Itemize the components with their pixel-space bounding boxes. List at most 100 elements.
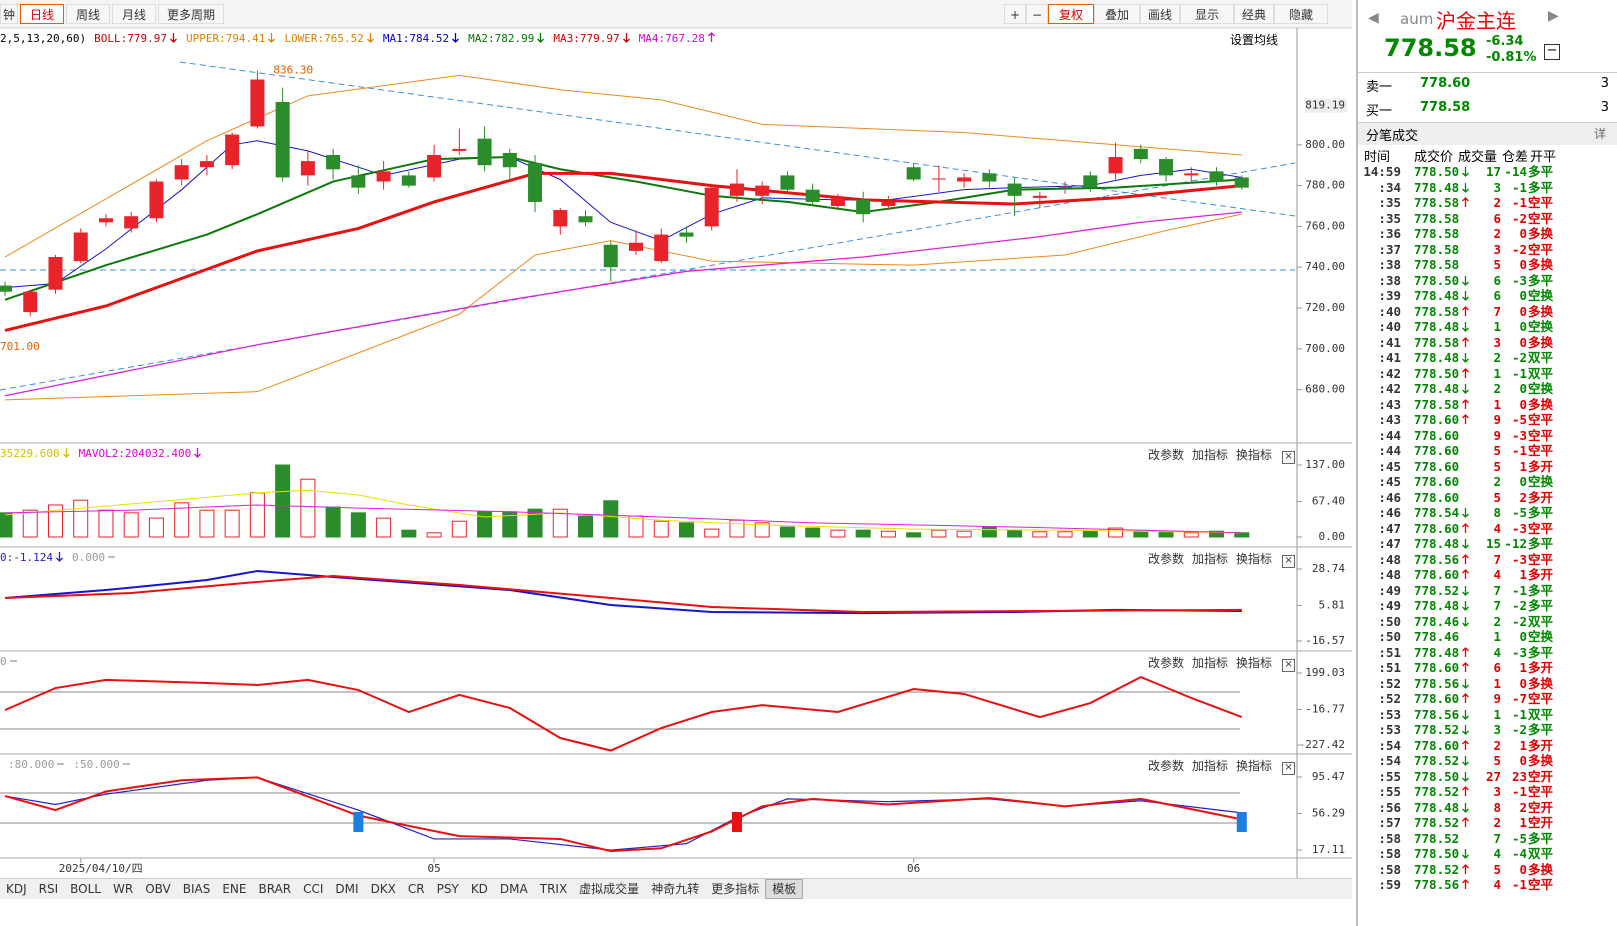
- indicator-tab[interactable]: 神奇九转: [651, 882, 700, 896]
- pane-button[interactable]: 改参数: [1148, 656, 1185, 670]
- pane-button[interactable]: 改参数: [1148, 552, 1185, 566]
- zoom-in[interactable]: +: [1004, 4, 1026, 24]
- pane-button[interactable]: 改参数: [1148, 759, 1185, 773]
- trade-price: 778.52: [1414, 753, 1470, 769]
- period-tab[interactable]: 日线: [20, 4, 64, 24]
- tool-button[interactable]: 隐藏: [1274, 4, 1328, 24]
- indicator-tab[interactable]: WR: [113, 882, 134, 896]
- indicator-tab[interactable]: 模板: [765, 879, 804, 899]
- trade-type: 多换: [1528, 257, 1554, 272]
- y-tick-label: -16.57: [1305, 634, 1345, 647]
- trade-volume: 1: [1493, 675, 1501, 691]
- ma-setting[interactable]: 设置均线: [1230, 33, 1279, 47]
- legend: 35229.600 MAVOL2:204032.400: [0, 447, 210, 460]
- indicator-tab[interactable]: DKX: [370, 882, 396, 896]
- indicator-line: [4, 575, 1242, 613]
- pane-button[interactable]: 换指标: [1236, 656, 1273, 670]
- prev-arrow[interactable]: ◀: [1368, 10, 1379, 26]
- trade-time: :50: [1378, 613, 1401, 629]
- detail[interactable]: 详: [1594, 127, 1607, 141]
- pane-close[interactable]: ×: [1282, 762, 1296, 775]
- period-tab[interactable]: 周线: [66, 4, 110, 24]
- arrow: [1462, 539, 1470, 549]
- axis-marker: 819.19: [1305, 99, 1345, 112]
- collapse[interactable]: −: [1544, 44, 1560, 60]
- volume-bar: [123, 512, 139, 538]
- indicator-tab[interactable]: PSY: [436, 882, 459, 896]
- indicator-tab[interactable]: KDJ: [6, 882, 27, 896]
- indicator-tab[interactable]: TRIX: [539, 882, 568, 896]
- trade-volume: 3: [1493, 784, 1501, 799]
- volume-bar: [552, 508, 568, 538]
- indicator-tab[interactable]: CCI: [303, 882, 324, 896]
- trade-time: :48: [1378, 567, 1401, 582]
- trade-type: 多平: [1528, 505, 1554, 520]
- indicator-tab[interactable]: 虚拟成交量: [579, 882, 640, 896]
- trade-diff: -1: [1511, 877, 1527, 892]
- trade-diff: -1: [1511, 784, 1527, 799]
- indicator-tab[interactable]: RSI: [38, 882, 59, 896]
- indicator-tab[interactable]: BIAS: [182, 882, 211, 896]
- trade-diff: -3: [1511, 520, 1527, 536]
- trade-time: :40: [1378, 319, 1401, 334]
- indicator-tab[interactable]: OBV: [145, 882, 171, 896]
- arrow: [366, 33, 374, 43]
- tool-button[interactable]: 经典: [1234, 4, 1274, 24]
- trade-price: 778.52: [1414, 815, 1470, 831]
- tool-button[interactable]: 复权: [1048, 4, 1094, 24]
- pane-button[interactable]: 换指标: [1236, 448, 1273, 462]
- indicator-tab[interactable]: 更多指标: [711, 882, 760, 896]
- trade-row: :45 778.60 5 1 多开: [1358, 459, 1617, 475]
- pane-button[interactable]: 改参数: [1148, 448, 1185, 462]
- period-tab[interactable]: 钟: [0, 4, 18, 24]
- pane-close[interactable]: ×: [1282, 451, 1296, 464]
- trade-time: :58: [1378, 861, 1401, 877]
- indicator-line: [4, 569, 1242, 615]
- trade-diff: 1: [1519, 660, 1527, 675]
- trade-price: 778.60: [1414, 691, 1470, 707]
- indicator-tab[interactable]: DMA: [499, 882, 528, 896]
- trade-price: 778.50: [1414, 769, 1470, 785]
- volume-bar: [401, 529, 417, 538]
- volume-bar: [451, 520, 467, 538]
- pane-button[interactable]: 换指标: [1236, 552, 1273, 566]
- indicator-tab[interactable]: DMI: [335, 882, 359, 896]
- trade-diff: -5: [1511, 505, 1527, 520]
- indicator-tab[interactable]: CR: [407, 882, 425, 896]
- trade-diff: -3: [1511, 644, 1527, 660]
- trade-volume: 7: [1493, 303, 1501, 319]
- pane-button[interactable]: 加指标: [1192, 759, 1229, 773]
- indicator-tab[interactable]: ENE: [222, 882, 247, 896]
- arrow: [62, 448, 70, 458]
- volume-bar: [73, 499, 89, 538]
- trade-row: :49 778.48 7 -2 多平: [1358, 598, 1617, 614]
- arrow: [57, 763, 65, 765]
- pane-button[interactable]: 加指标: [1192, 656, 1229, 670]
- trade-type: 多换: [1528, 753, 1554, 768]
- pane-close[interactable]: ×: [1282, 659, 1296, 672]
- tool-button[interactable]: 画线: [1140, 4, 1180, 24]
- indicator-tab[interactable]: BOLL: [70, 882, 101, 896]
- period-tab[interactable]: 更多周期: [158, 4, 224, 24]
- trade-price: 778.60: [1414, 443, 1460, 458]
- indicator-tab[interactable]: BRAR: [258, 882, 292, 896]
- trade-header: 仓差: [1502, 150, 1529, 165]
- tool-button[interactable]: 显示: [1180, 4, 1234, 24]
- indicator-tabs: KDJ RSI BOLL WR OBV BIAS ENE BRAR CCI DMI DKX CR PSY…: [0, 878, 1352, 899]
- trade-price: 778.60: [1414, 489, 1460, 505]
- indicator-tab[interactable]: KD: [470, 882, 488, 896]
- pane-button[interactable]: 加指标: [1192, 552, 1229, 566]
- trade-type: 双平: [1528, 613, 1554, 629]
- next-arrow[interactable]: ▶: [1548, 8, 1559, 24]
- period-tab[interactable]: 月线: [112, 4, 156, 24]
- trade-time: :54: [1378, 737, 1401, 753]
- trade-volume: 5: [1493, 753, 1501, 768]
- pane-close[interactable]: ×: [1282, 555, 1296, 568]
- volume-bar: [704, 528, 720, 538]
- legend-item: 0:-1.124: [0, 551, 64, 564]
- pane-button[interactable]: 换指标: [1236, 759, 1273, 773]
- zoom-out[interactable]: −: [1026, 4, 1048, 24]
- pane-button[interactable]: 加指标: [1192, 448, 1229, 462]
- trade-type: 多平: [1528, 644, 1554, 660]
- tool-button[interactable]: 叠加: [1094, 4, 1140, 24]
